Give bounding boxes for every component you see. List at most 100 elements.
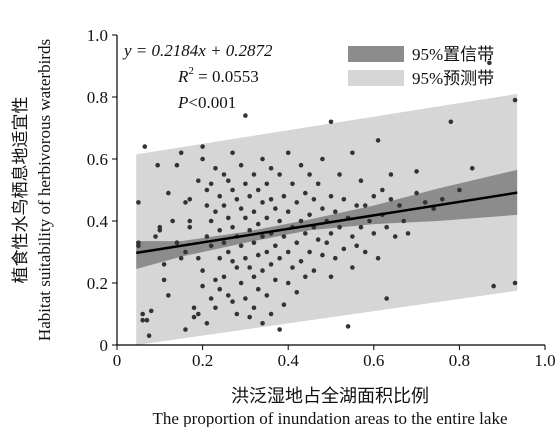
data-point xyxy=(375,255,381,261)
data-point xyxy=(217,286,223,292)
data-point xyxy=(144,317,150,323)
data-point xyxy=(264,181,270,187)
y-tick-label: 0.4 xyxy=(87,212,109,231)
regression-line xyxy=(136,191,518,255)
data-point xyxy=(277,255,282,261)
data-point xyxy=(255,187,261,193)
data-point xyxy=(208,181,214,187)
data-point xyxy=(281,193,287,199)
data-point xyxy=(414,190,419,196)
fit-line-group xyxy=(136,191,518,255)
data-point xyxy=(200,283,205,289)
data-point xyxy=(255,252,261,258)
data-point xyxy=(303,190,308,196)
y-axis-label-en: Habitat suitability of herbivorous water… xyxy=(35,39,54,341)
data-point xyxy=(225,215,231,221)
data-point xyxy=(200,268,205,273)
data-point xyxy=(294,200,300,205)
x-tick-label: 0 xyxy=(113,351,122,370)
data-point xyxy=(303,231,308,236)
data-point xyxy=(341,197,347,202)
data-point xyxy=(136,200,141,205)
data-point xyxy=(204,187,210,193)
data-point xyxy=(243,215,248,221)
data-point xyxy=(273,206,278,211)
data-point xyxy=(238,280,244,286)
data-point xyxy=(191,305,197,311)
data-point xyxy=(277,327,282,332)
x-axis-label-en: The proportion of inundation areas to th… xyxy=(153,409,508,427)
data-point xyxy=(191,314,197,320)
data-point xyxy=(320,156,325,162)
r-squared-value: = 0.0553 xyxy=(194,67,259,86)
data-point xyxy=(187,197,193,202)
data-point xyxy=(196,255,201,261)
data-point xyxy=(405,231,411,236)
data-point xyxy=(161,277,167,283)
data-point xyxy=(388,172,394,177)
data-point xyxy=(307,212,312,218)
data-point xyxy=(260,268,265,273)
data-point xyxy=(290,181,295,187)
data-point xyxy=(332,209,338,214)
data-point xyxy=(230,224,235,230)
data-point xyxy=(448,119,454,125)
data-point xyxy=(380,187,385,193)
y-tick-label: 1.0 xyxy=(87,26,108,45)
legend-swatch-confidence xyxy=(348,46,404,62)
data-point xyxy=(247,265,252,270)
data-point xyxy=(230,259,235,264)
data-point xyxy=(234,311,240,317)
data-point xyxy=(217,255,223,261)
data-point xyxy=(311,268,317,273)
data-point xyxy=(307,172,312,177)
data-point xyxy=(251,305,257,311)
data-point xyxy=(328,231,334,236)
data-point xyxy=(213,305,218,311)
data-point xyxy=(260,156,265,162)
data-point xyxy=(243,296,248,301)
data-point xyxy=(315,237,321,242)
data-point xyxy=(401,218,407,224)
data-point xyxy=(298,259,304,264)
data-point xyxy=(234,197,240,202)
data-point xyxy=(230,299,235,304)
data-point xyxy=(457,187,462,193)
data-point xyxy=(153,234,158,239)
data-point xyxy=(204,321,210,326)
data-point xyxy=(170,218,175,224)
data-point xyxy=(221,203,227,208)
x-tick-label: 0.2 xyxy=(192,351,213,370)
data-point xyxy=(196,178,201,183)
data-point xyxy=(260,321,265,326)
data-point xyxy=(136,243,141,249)
data-point xyxy=(230,187,235,193)
tick-labels-group: 0 0.2 0.4 0.6 0.8 1.0 0 0.2 0.4 0.6 0.8 1.0 xyxy=(87,26,556,370)
data-point xyxy=(371,231,377,236)
legend-swatch-prediction xyxy=(348,70,404,86)
data-point xyxy=(225,293,231,298)
x-axis-label-cn: 洪泛湿地占全湖面积比例 xyxy=(231,386,429,406)
data-point xyxy=(388,197,394,202)
data-point xyxy=(311,197,317,202)
data-point xyxy=(140,311,145,317)
data-point xyxy=(268,166,274,171)
data-point xyxy=(354,203,359,208)
data-point xyxy=(183,327,188,332)
legend-label-prediction: 95%预测带 xyxy=(412,69,494,88)
legend: 95%置信带 95%预测带 xyxy=(348,45,494,88)
data-point xyxy=(247,228,252,233)
data-point xyxy=(285,249,291,255)
data-point xyxy=(157,228,163,233)
data-point xyxy=(345,324,351,329)
data-point xyxy=(277,218,282,224)
data-point xyxy=(320,252,325,258)
data-point xyxy=(148,308,154,314)
data-point xyxy=(213,277,218,283)
data-point xyxy=(439,197,445,202)
data-point xyxy=(512,97,518,103)
data-point xyxy=(264,215,270,221)
data-point xyxy=(268,311,274,317)
data-point xyxy=(324,240,330,245)
data-point xyxy=(358,178,364,183)
